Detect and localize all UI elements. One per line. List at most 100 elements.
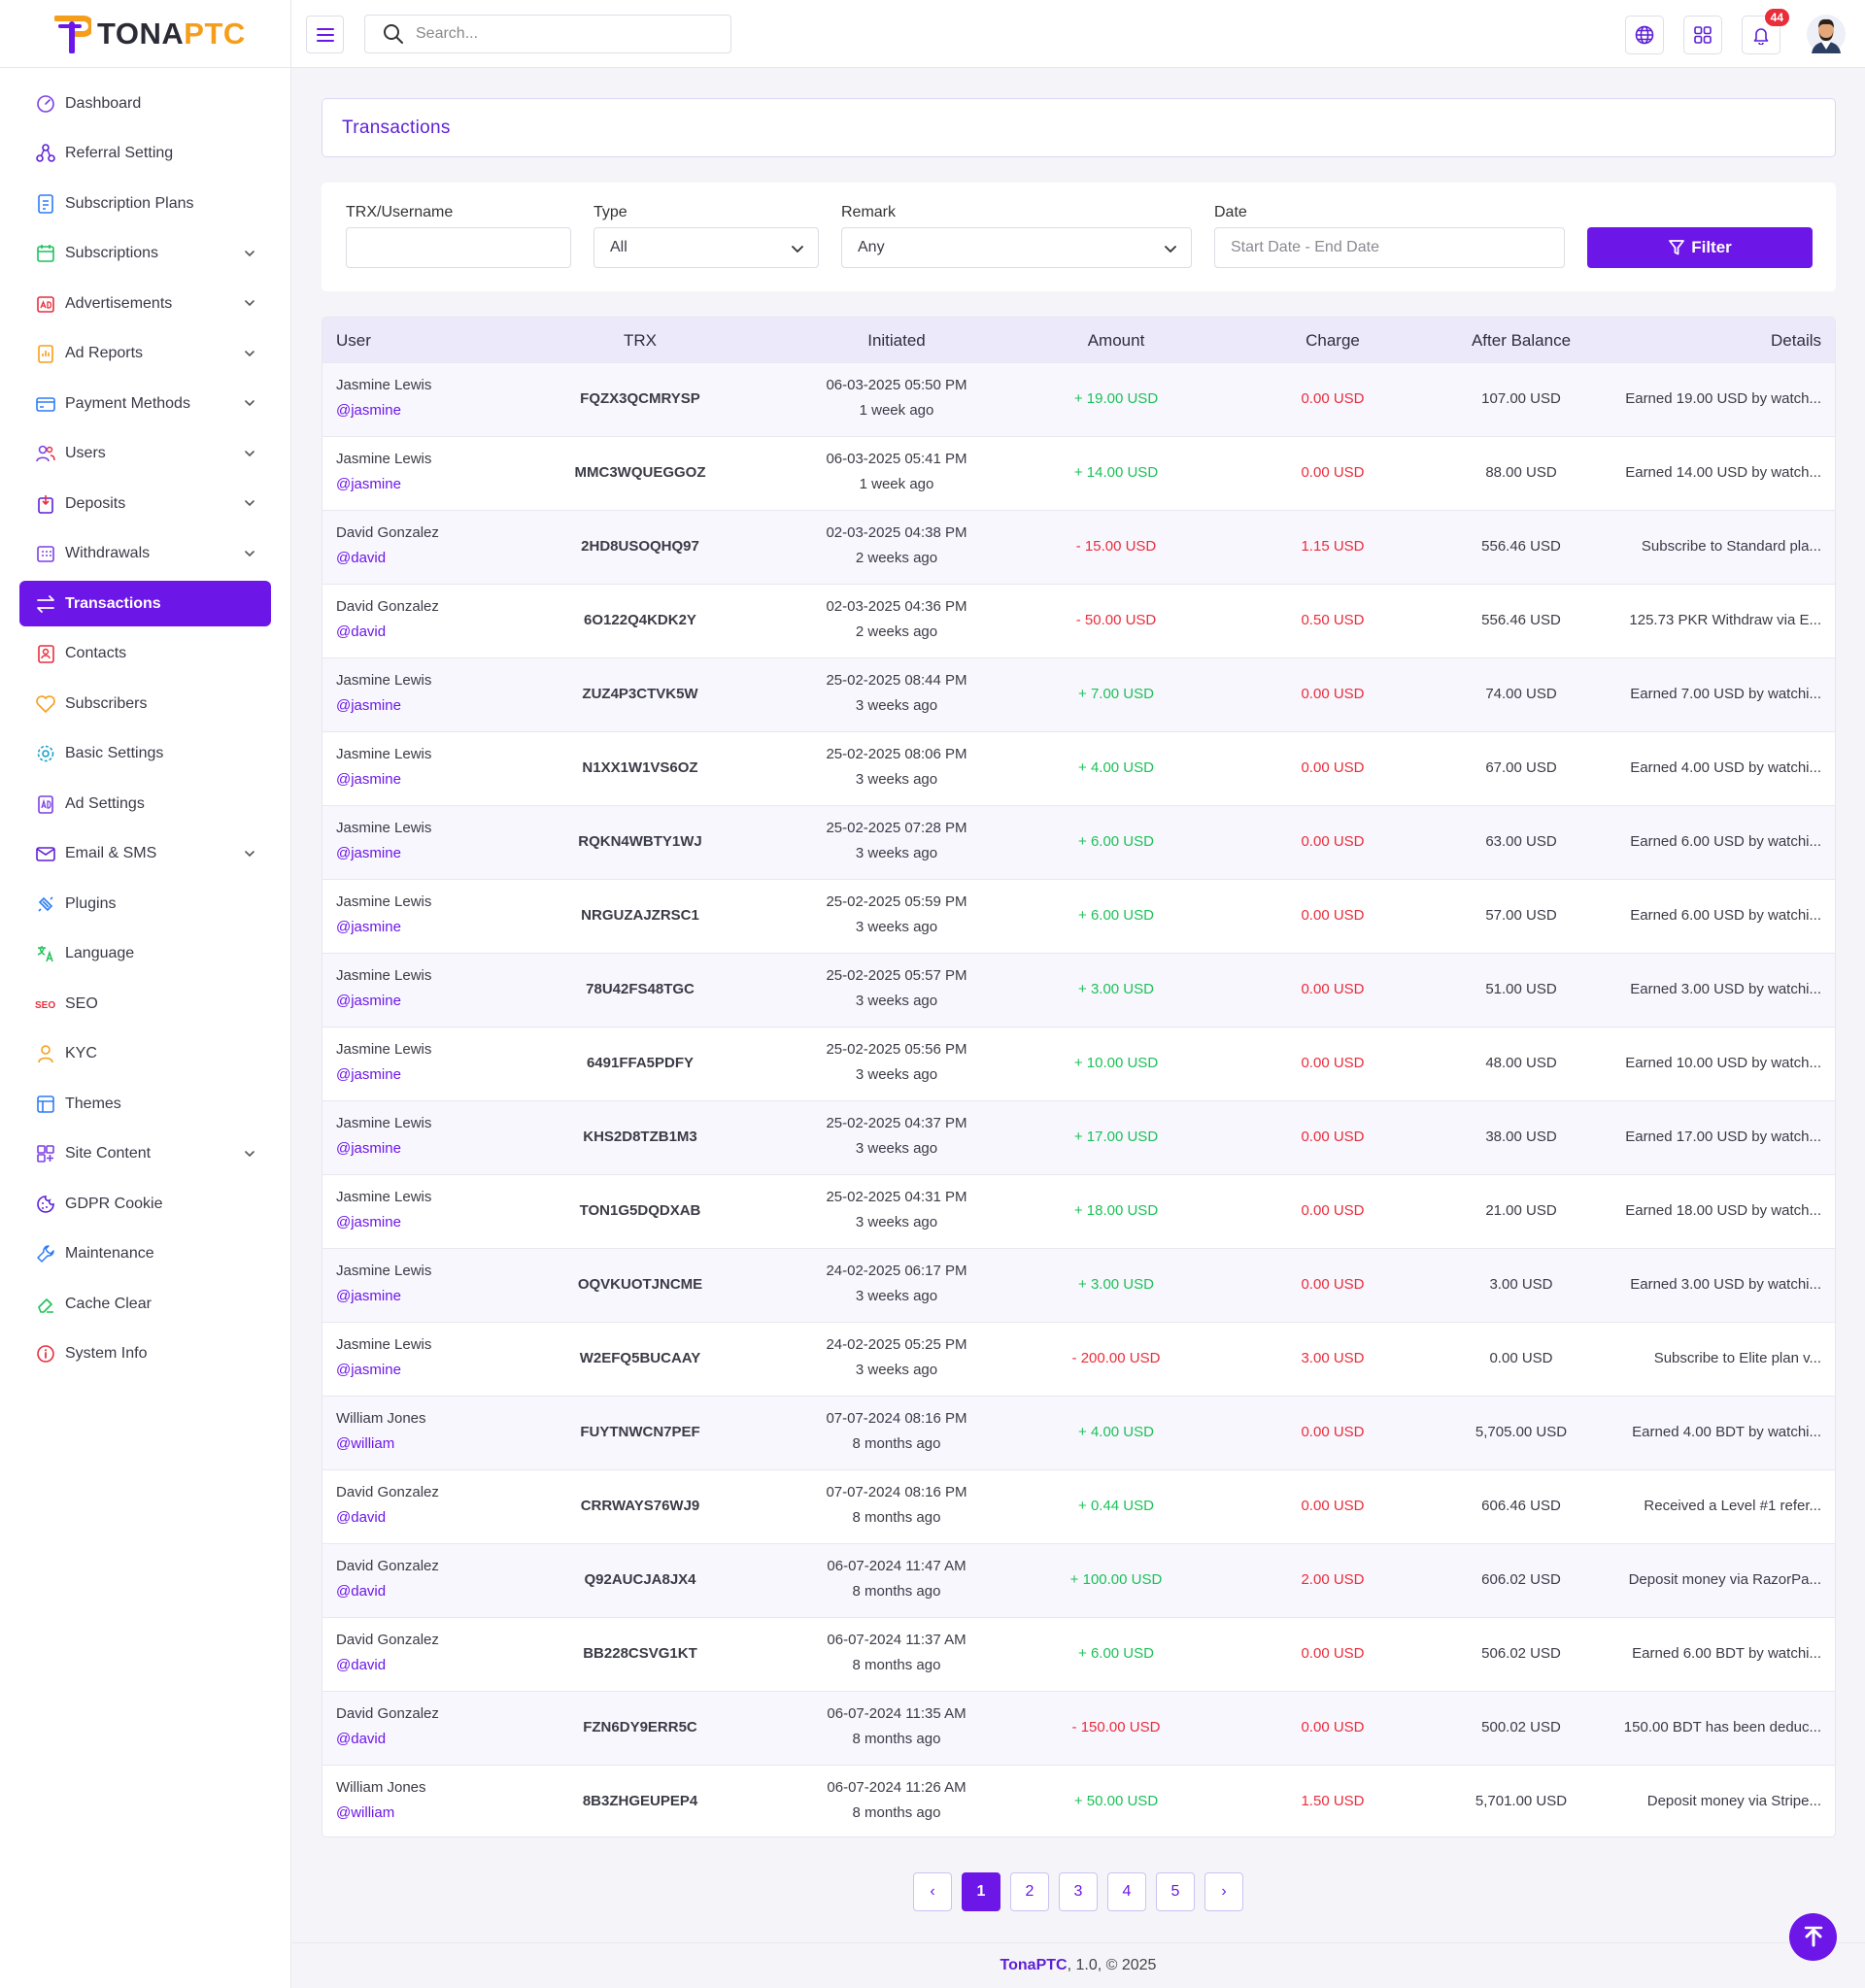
sidebar-item-referral-setting[interactable]: Referral Setting [19,131,271,177]
sidebar-item-transactions[interactable]: Transactions [19,581,271,626]
user-handle-link[interactable]: @david [336,550,387,566]
chevron-down-icon [244,496,255,514]
sidebar-item-advertisements[interactable]: Advertisements [19,281,271,326]
pagination-page-1[interactable]: 1 [962,1872,1000,1911]
user-handle-link[interactable]: @david [336,1509,387,1526]
amount-value: + 3.00 USD [1078,981,1154,997]
sidebar-item-deposits[interactable]: Deposits [19,481,271,526]
user-name: David Gonzalez [336,1705,439,1722]
sidebar-item-ad-reports[interactable]: Ad Reports [19,331,271,377]
type-select[interactable]: All [593,227,819,268]
after-balance-value: 3.00 USD [1489,1276,1553,1293]
sidebar-item-seo[interactable]: SEO SEO [19,981,271,1027]
menu-toggle-button[interactable] [306,16,344,53]
sidebar-item-ad-settings[interactable]: Ad Settings [19,781,271,826]
language-button[interactable] [1625,16,1664,54]
charge-value: 0.00 USD [1301,464,1365,481]
user-handle-link[interactable]: @jasmine [336,1214,401,1230]
column-header-user: User [336,331,371,350]
user-handle-link[interactable]: @jasmine [336,771,401,788]
initiated-date: 25-02-2025 05:56 PM [826,1041,967,1058]
trx-code: Q92AUCJA8JX4 [584,1571,696,1588]
plugin-icon [35,893,56,915]
sidebar-item-maintenance[interactable]: Maintenance [19,1231,271,1277]
charge-value: 0.00 USD [1301,981,1365,997]
cookie-icon [35,1194,56,1215]
sidebar-item-gdpr-cookie[interactable]: GDPR Cookie [19,1181,271,1227]
pagination-next-button[interactable]: › [1204,1872,1243,1911]
chevron-down-icon [244,247,255,264]
pagination-page-4[interactable]: 4 [1107,1872,1146,1911]
language-icon [35,943,56,964]
sidebar-item-cache-clear[interactable]: Cache Clear [19,1281,271,1327]
pagination-page-5[interactable]: 5 [1156,1872,1195,1911]
user-handle-link[interactable]: @david [336,1583,387,1600]
pagination-page-3[interactable]: 3 [1059,1872,1098,1911]
search-input[interactable] [416,25,707,43]
details-text: Deposit money via Stripe... [1646,1793,1821,1809]
sidebar-item-label: Email & SMS [65,845,157,861]
users-icon [35,443,56,464]
footer-brand-link[interactable]: TonaPTC [1000,1957,1068,1973]
sidebar-item-basic-settings[interactable]: Basic Settings [19,731,271,777]
sidebar-item-subscribers[interactable]: Subscribers [19,681,271,726]
logo[interactable]: TONAPTC [0,0,291,68]
user-handle-link[interactable]: @jasmine [336,1140,401,1157]
sidebar-item-label: Plugins [65,894,117,912]
page-title: Transactions [342,117,451,138]
pagination-page-2[interactable]: 2 [1010,1872,1049,1911]
sidebar-item-withdrawals[interactable]: Withdrawals [19,531,271,577]
sidebar-item-system-info[interactable]: System Info [19,1331,271,1377]
user-handle-link[interactable]: @david [336,1731,387,1747]
sidebar-item-label: Maintenance [65,1245,154,1262]
after-balance-value: 107.00 USD [1481,390,1561,407]
apps-button[interactable] [1683,16,1722,54]
trx-code: 78U42FS48TGC [586,981,695,997]
initiated-date: 25-02-2025 05:57 PM [826,967,967,984]
sidebar-item-label: Cache Clear [65,1295,152,1312]
user-handle-link[interactable]: @jasmine [336,993,401,1009]
sidebar-item-email-sms[interactable]: Email & SMS [19,831,271,877]
filter-button[interactable]: Filter [1587,227,1813,268]
charge-value: 0.00 USD [1301,1276,1365,1293]
sidebar-item-dashboard[interactable]: Dashboard [19,81,271,126]
amount-value: - 50.00 USD [1075,612,1157,628]
remark-select[interactable]: Any [841,227,1192,268]
user-handle-link[interactable]: @jasmine [336,402,401,419]
user-handle-link[interactable]: @jasmine [336,1362,401,1378]
user-handle-link[interactable]: @jasmine [336,476,401,492]
search-icon [384,24,403,44]
back-to-top-button[interactable] [1789,1913,1837,1961]
sidebar-item-kyc[interactable]: KYC [19,1031,271,1077]
sidebar-item-contacts[interactable]: Contacts [19,631,271,677]
sidebar-item-subscriptions[interactable]: Subscriptions [19,231,271,277]
pagination-prev-button[interactable]: ‹ [913,1872,952,1911]
sidebar-item-users[interactable]: Users [19,431,271,477]
sidebar-item-plugins[interactable]: Plugins [19,881,271,927]
user-handle-link[interactable]: @jasmine [336,697,401,714]
user-handle-link[interactable]: @jasmine [336,1288,401,1304]
user-handle-link[interactable]: @jasmine [336,919,401,935]
trx-username-input[interactable] [346,227,571,268]
user-handle-link[interactable]: @jasmine [336,845,401,861]
date-range-input[interactable]: Start Date - End Date [1214,227,1565,268]
user-handle-link[interactable]: @jasmine [336,1066,401,1083]
trx-code: 2HD8USOQHQ97 [581,538,699,555]
notifications-button[interactable]: 44 [1742,9,1789,54]
user-handle-link[interactable]: @david [336,623,387,640]
globe-icon [1635,25,1654,45]
search-box[interactable] [364,15,731,53]
sidebar-item-payment-methods[interactable]: Payment Methods [19,381,271,426]
user-handle-link[interactable]: @david [336,1657,387,1673]
sidebar-item-language[interactable]: Language [19,931,271,977]
avatar[interactable] [1806,13,1847,55]
user-name: William Jones [336,1410,426,1427]
initiated-relative: 3 weeks ago [855,1140,938,1157]
user-handle-link[interactable]: @william [336,1435,395,1452]
details-text: Earned 17.00 USD by watch... [1625,1129,1821,1145]
sidebar-item-site-content[interactable]: Site Content [19,1131,271,1177]
user-handle-link[interactable]: @william [336,1804,395,1821]
initiated-date: 02-03-2025 04:36 PM [826,598,967,615]
sidebar-item-themes[interactable]: Themes [19,1081,271,1127]
sidebar-item-subscription-plans[interactable]: Subscription Plans [19,181,271,226]
